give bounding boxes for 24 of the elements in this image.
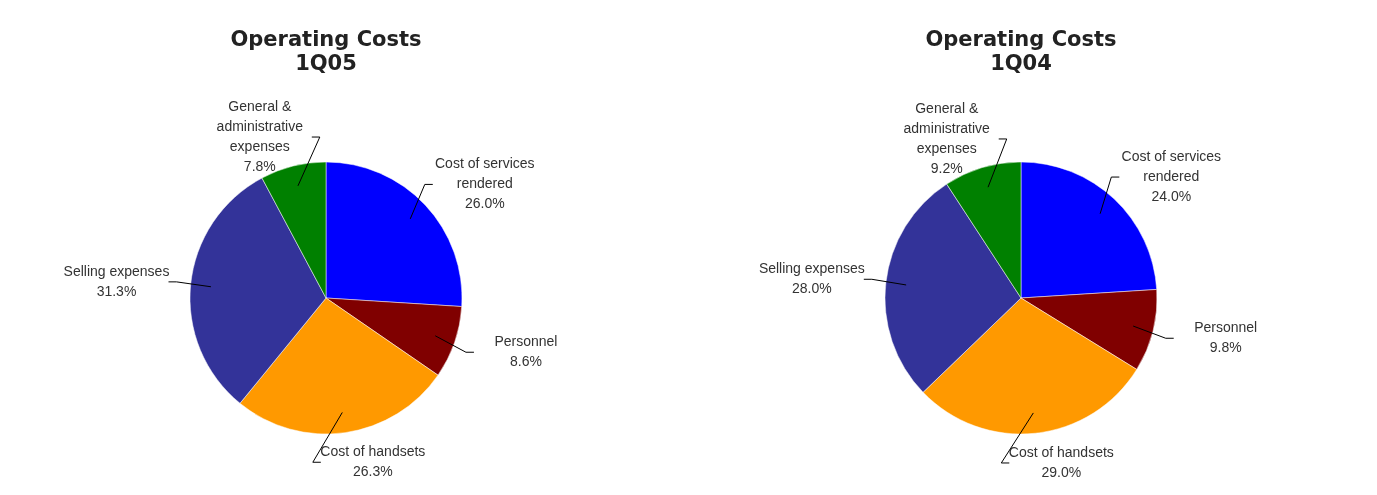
data-label: 31.3% [96, 282, 137, 299]
slice-label: Selling expenses [758, 260, 865, 277]
slice-label: Personnel [1194, 319, 1258, 336]
data-label: 24.0% [1151, 188, 1192, 205]
chart-title: Operating Costs [230, 27, 422, 51]
slice-label: General & administrative expenses [903, 99, 991, 156]
data-label: 9.8% [1209, 339, 1242, 356]
chart-subtitle: 1Q05 [295, 51, 357, 75]
chart-subtitle: 1Q04 [990, 51, 1052, 75]
slice-label: Cost of services rendered [435, 155, 535, 192]
data-label: 7.8% [243, 158, 276, 175]
slice-label: Cost of services rendered [1121, 148, 1222, 185]
slice-label: Cost of handsets [1008, 443, 1114, 460]
chart-title: Operating Costs [925, 27, 1117, 51]
slice-label: Selling expenses [63, 262, 170, 279]
slice-label: Personnel [494, 333, 558, 350]
slice-label: Cost of handsets [320, 443, 426, 460]
data-label: 8.6% [509, 353, 542, 370]
slice-label: General & administrative expenses [216, 98, 304, 155]
data-label: 9.2% [930, 159, 963, 176]
data-label: 26.0% [464, 195, 505, 212]
data-label: 28.0% [791, 280, 832, 297]
data-label: 29.0% [1041, 463, 1082, 480]
data-label: 26.3% [352, 463, 393, 480]
